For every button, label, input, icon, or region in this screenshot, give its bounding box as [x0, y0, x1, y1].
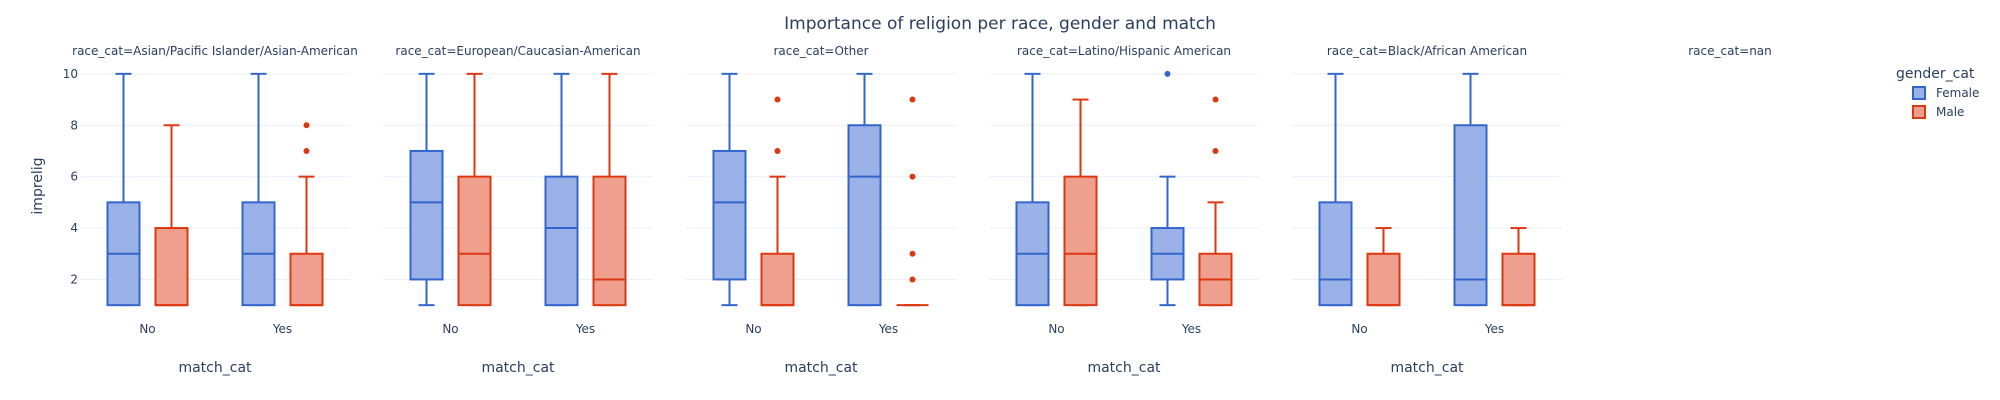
box-yes-female — [847, 72, 882, 307]
box-yes-female — [1150, 70, 1185, 307]
legend-item-male[interactable]: Male — [1912, 105, 1964, 119]
x-tick-label: Yes — [1484, 322, 1504, 336]
box-body — [847, 124, 882, 307]
box-body — [154, 227, 189, 307]
legend-label: Male — [1936, 105, 1964, 119]
legend-label: Female — [1936, 86, 1979, 100]
box-no-male — [760, 96, 795, 307]
box-no-female — [1015, 72, 1050, 307]
legend-swatch — [1912, 86, 1926, 100]
box-body — [1501, 252, 1536, 307]
facet-title: race_cat=Asian/Pacific Islander/Asian-Am… — [72, 44, 358, 58]
facet-nan: race_cat=nan — [1688, 44, 1772, 58]
box-body — [712, 149, 747, 281]
box-body — [1366, 252, 1401, 307]
box-no-female — [1318, 72, 1353, 307]
facet-black-african-american: race_cat=Black/African American No Yes matc… — [1292, 44, 1562, 376]
facet-title: race_cat=Other — [773, 44, 868, 58]
box-yes-male — [1198, 96, 1233, 307]
y-tick-label: 4 — [70, 221, 78, 235]
box-body — [289, 252, 324, 307]
box-no-male — [457, 72, 492, 307]
box-no-female — [712, 72, 747, 307]
facet-asian-pacific-islander-asian-american: race_cat=Asian/Pacific Islander/Asian-Am… — [63, 44, 358, 376]
legend-title: gender_cat — [1896, 66, 1975, 82]
facets: race_cat=Asian/Pacific Islander/Asian-Am… — [63, 44, 1772, 376]
box-yes-male — [592, 72, 627, 307]
box-no-female — [409, 72, 444, 307]
facet-title: race_cat=Black/African American — [1327, 44, 1527, 58]
chart-title: Importance of religion per race, gender … — [784, 14, 1216, 34]
outlier-point — [1212, 147, 1219, 154]
x-axis-title: match_cat — [1087, 360, 1161, 376]
y-axis-title: imprelig — [30, 157, 46, 214]
x-tick-label: No — [442, 322, 458, 336]
outlier-point — [1164, 70, 1171, 77]
y-tick-label: 8 — [70, 118, 78, 132]
x-axis-title: match_cat — [178, 360, 252, 376]
box-body — [409, 149, 444, 281]
facet-other: race_cat=Other No Yes match_cat — [686, 44, 956, 376]
box-body — [760, 252, 795, 307]
x-tick-label: Yes — [878, 322, 898, 336]
box-body — [457, 175, 492, 307]
legend-item-female[interactable]: Female — [1912, 86, 1979, 100]
legend: gender_cat Female Male — [1896, 66, 1979, 119]
x-tick-label: Yes — [575, 322, 595, 336]
outlier-point — [909, 276, 916, 283]
y-tick-label: 2 — [70, 272, 78, 286]
outlier-point — [909, 250, 916, 257]
facet-title: race_cat=Latino/Hispanic American — [1017, 44, 1231, 58]
box-body — [1318, 201, 1353, 307]
x-tick-label: Yes — [1181, 322, 1201, 336]
box-body — [544, 175, 579, 307]
box-yes-female — [1453, 72, 1488, 307]
facet-latino-hispanic-american: race_cat=Latino/Hispanic American No Yes ma… — [989, 44, 1259, 376]
x-tick-label: Yes — [272, 322, 292, 336]
outlier-point — [774, 96, 781, 103]
outlier-point — [774, 147, 781, 154]
x-tick-label: No — [1351, 322, 1367, 336]
x-axis-title: match_cat — [784, 360, 858, 376]
legend-swatch — [1912, 105, 1926, 119]
box-yes-female — [241, 72, 276, 307]
box-no-male — [1366, 227, 1401, 307]
x-axis-title: match_cat — [481, 360, 555, 376]
box-yes-male — [896, 96, 929, 307]
outlier-point — [303, 147, 310, 154]
box-no-male — [1063, 98, 1098, 307]
facet-title: race_cat=European/Caucasian-American — [395, 44, 640, 58]
outlier-point — [909, 173, 916, 180]
x-tick-label: No — [139, 322, 155, 336]
outlier-point — [303, 122, 310, 129]
box-yes-male — [289, 122, 324, 307]
box-no-male — [154, 124, 189, 307]
box-yes-male — [1501, 227, 1536, 307]
box-no-female — [106, 72, 141, 307]
y-tick-label: 10 — [63, 67, 78, 81]
box-yes-female — [544, 72, 579, 307]
y-tick-label: 6 — [70, 170, 78, 184]
x-tick-label: No — [745, 322, 761, 336]
box-body — [592, 175, 627, 307]
facet-title: race_cat=nan — [1688, 44, 1772, 58]
x-axis-title: match_cat — [1390, 360, 1464, 376]
facet-european-caucasian-american: race_cat=European/Caucasian-American No Ye… — [383, 44, 653, 376]
box-body — [1453, 124, 1488, 307]
outlier-point — [1212, 96, 1219, 103]
box-body — [1063, 175, 1098, 307]
x-tick-label: No — [1048, 322, 1064, 336]
outlier-point — [909, 96, 916, 103]
